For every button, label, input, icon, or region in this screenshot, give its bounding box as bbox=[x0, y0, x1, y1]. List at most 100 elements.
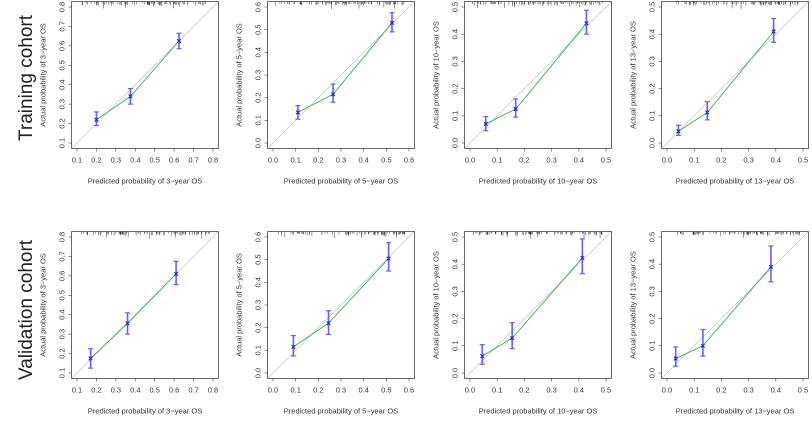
data-point bbox=[768, 264, 774, 270]
y-tick-label: 0.4 bbox=[254, 47, 263, 57]
calibration-line bbox=[675, 266, 772, 359]
y-tick-label: 0.0 bbox=[648, 138, 657, 148]
x-tick-label: 0.3 bbox=[546, 155, 556, 164]
data-point bbox=[700, 343, 706, 348]
data-point bbox=[386, 256, 391, 261]
x-tick-label: 0.5 bbox=[798, 155, 808, 164]
x-tick-label: 0.5 bbox=[601, 385, 611, 394]
calibration-line bbox=[96, 40, 180, 121]
x-tick-label: 0.6 bbox=[169, 155, 179, 164]
y-tick-label: 0.4 bbox=[648, 29, 657, 39]
y-tick-label: 0.2 bbox=[254, 92, 263, 102]
y-tick-label: 0.1 bbox=[648, 341, 657, 351]
y-tick-label: 0.1 bbox=[451, 341, 460, 351]
y-tick-label: 0.5 bbox=[58, 290, 67, 300]
x-tick-label: 0.2 bbox=[313, 155, 323, 164]
data-point bbox=[705, 110, 710, 115]
y-tick-label: 0.6 bbox=[254, 2, 263, 12]
calibration-panel: 0.0 0.0 0.1 0.1 0.2 0.2 0.3 0.3 0.4 0.4 0.5 0.5 Pred… bbox=[432, 231, 612, 415]
x-tick-label: 0.3 bbox=[743, 155, 753, 164]
data-point bbox=[176, 38, 182, 44]
x-tick-label: 0.2 bbox=[716, 155, 726, 164]
y-tick-label: 0.2 bbox=[58, 348, 67, 358]
x-tick-label: 0.5 bbox=[381, 385, 391, 394]
x-tick-label: 0.0 bbox=[268, 385, 278, 394]
x-axis-label: Predicted probability of 13−year OS bbox=[676, 176, 795, 185]
y-tick-label: 0.5 bbox=[648, 232, 657, 242]
y-tick-label: 0.5 bbox=[58, 60, 67, 70]
y-tick-label: 0.2 bbox=[58, 118, 67, 128]
y-tick-label: 0.3 bbox=[648, 286, 657, 296]
x-tick-label: 0.1 bbox=[689, 155, 699, 164]
plot-frame bbox=[464, 231, 612, 379]
y-tick-label: 0.8 bbox=[58, 232, 67, 242]
x-tick-label: 0.5 bbox=[601, 155, 611, 164]
y-tick-label: 0.5 bbox=[451, 232, 460, 242]
calibration-panel: 0.0 0.0 0.1 0.1 0.2 0.2 0.3 0.3 0.4 0.4 0.5 0.5 Pred… bbox=[629, 231, 809, 415]
data-point bbox=[326, 320, 331, 326]
x-tick-label: 0.3 bbox=[111, 155, 121, 164]
y-tick-label: 0.5 bbox=[254, 254, 263, 264]
data-point bbox=[88, 356, 93, 361]
x-tick-label: 0.0 bbox=[662, 385, 672, 394]
x-axis-label: Predicted probability of 10−year OS bbox=[479, 406, 598, 415]
x-tick-label: 0.5 bbox=[149, 155, 159, 164]
x-tick-label: 0.0 bbox=[662, 155, 672, 164]
y-tick-label: 0.4 bbox=[451, 259, 460, 269]
x-tick-label: 0.4 bbox=[358, 155, 368, 164]
y-tick-label: 0.2 bbox=[648, 83, 657, 93]
x-tick-label: 0.5 bbox=[381, 155, 391, 164]
y-tick-label: 0.0 bbox=[451, 138, 460, 148]
data-point bbox=[389, 20, 395, 26]
ideal-diagonal-line bbox=[464, 231, 612, 379]
x-tick-label: 0.4 bbox=[574, 385, 584, 394]
y-tick-label: 0.3 bbox=[58, 99, 67, 109]
y-axis-label: Actual probability of 13−year OS bbox=[629, 251, 638, 359]
x-tick-label: 0.1 bbox=[492, 155, 502, 164]
x-tick-label: 0.5 bbox=[798, 385, 808, 394]
x-tick-label: 0.0 bbox=[268, 155, 278, 164]
y-axis-label: Actual probability of 3−year OS bbox=[39, 23, 48, 127]
x-tick-label: 0.1 bbox=[72, 385, 82, 394]
x-tick-label: 0.0 bbox=[465, 385, 475, 394]
data-point bbox=[513, 106, 518, 112]
y-tick-label: 0.4 bbox=[451, 29, 460, 39]
data-point bbox=[173, 271, 179, 277]
calibration-line bbox=[297, 22, 393, 113]
plot-frame bbox=[661, 1, 809, 149]
x-tick-label: 0.2 bbox=[91, 155, 101, 164]
data-point bbox=[676, 129, 681, 134]
x-tick-label: 0.1 bbox=[492, 385, 502, 394]
x-tick-label: 0.1 bbox=[290, 385, 300, 394]
ideal-diagonal-line bbox=[661, 231, 809, 379]
y-tick-label: 0.3 bbox=[254, 300, 263, 310]
x-tick-label: 0.4 bbox=[358, 385, 368, 394]
y-tick-label: 0.4 bbox=[254, 277, 263, 287]
y-axis-label: Actual probability of 13−year OS bbox=[629, 21, 638, 129]
x-tick-label: 0.1 bbox=[72, 155, 82, 164]
data-point bbox=[771, 29, 776, 34]
x-axis-label: Predicted probability of 10−year OS bbox=[479, 176, 598, 185]
y-tick-label: 0.4 bbox=[58, 309, 67, 319]
y-tick-label: 0.5 bbox=[451, 2, 460, 12]
x-tick-label: 0.8 bbox=[208, 385, 218, 394]
y-tick-label: 0.1 bbox=[58, 138, 67, 148]
y-tick-label: 0.6 bbox=[58, 271, 67, 281]
ideal-diagonal-line bbox=[71, 1, 219, 149]
x-tick-label: 0.2 bbox=[519, 385, 529, 394]
y-tick-label: 0.2 bbox=[254, 322, 263, 332]
x-tick-label: 0.2 bbox=[91, 385, 101, 394]
data-point bbox=[483, 121, 488, 127]
y-tick-label: 0.0 bbox=[254, 138, 263, 148]
plot-frame bbox=[464, 1, 612, 149]
x-tick-label: 0.4 bbox=[771, 155, 781, 164]
y-tick-label: 0.5 bbox=[648, 2, 657, 12]
data-point bbox=[330, 92, 336, 97]
x-tick-label: 0.6 bbox=[404, 385, 414, 394]
y-tick-label: 0.1 bbox=[648, 111, 657, 121]
x-tick-label: 0.4 bbox=[574, 155, 584, 164]
x-axis-label: Predicted probability of 3−year OS bbox=[88, 176, 202, 185]
y-tick-label: 0.2 bbox=[648, 313, 657, 323]
x-tick-label: 0.1 bbox=[290, 155, 300, 164]
x-axis-label: Predicted probability of 13−year OS bbox=[676, 406, 795, 415]
